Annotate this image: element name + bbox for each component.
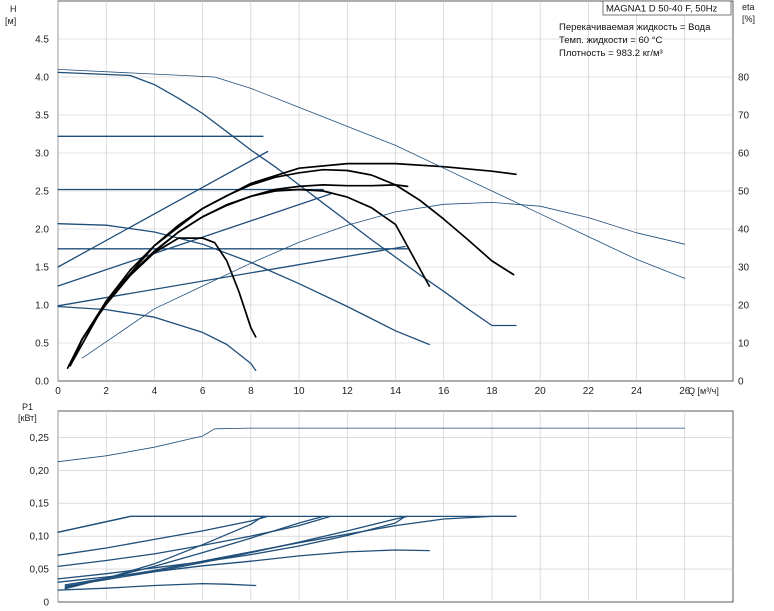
- y-tick-label: 1.5: [35, 263, 49, 274]
- power-y-tick-label: 0,20: [30, 466, 50, 477]
- power-curve-line: [64, 515, 517, 586]
- y-tick-label: 3.0: [35, 149, 49, 160]
- power-curve-line: [57, 515, 406, 580]
- x-tick-label: 12: [342, 386, 354, 397]
- y2-tick-label: 80: [738, 73, 750, 84]
- y-axis-unit-h: [м]: [5, 16, 16, 26]
- x-tick-label: 2: [103, 386, 109, 397]
- x-tick-label: 10: [294, 386, 306, 397]
- y-tick-label: 2.0: [35, 225, 49, 236]
- qh-bold-line: [69, 162, 517, 367]
- y2-tick-label: 10: [738, 339, 750, 350]
- x-tick-label: 24: [631, 386, 643, 397]
- power-y-tick-label: 0,15: [30, 499, 50, 510]
- y2-tick-label: 60: [738, 149, 750, 160]
- x-axis-title-q: Q [м³/ч]: [688, 386, 719, 396]
- power-y-tick-label: 0: [43, 598, 49, 609]
- x-tick-label: 16: [438, 386, 450, 397]
- y2-tick-label: 40: [738, 225, 750, 236]
- qh-curve-line: [57, 193, 332, 287]
- y-axis-unit-eta: [%]: [742, 14, 755, 24]
- power-curve-line: [57, 515, 332, 568]
- x-tick-label: 22: [583, 386, 595, 397]
- y-axis-title-eta: eta: [742, 2, 755, 12]
- x-tick-label: 14: [390, 386, 402, 397]
- x-tick-label: 26: [679, 386, 691, 397]
- power-eff-line: [57, 427, 686, 463]
- power-y-tick-label: 0,05: [30, 565, 50, 576]
- y2-tick-label: 0: [738, 377, 744, 388]
- x-tick-label: 0: [55, 386, 61, 397]
- x-tick-label: 6: [200, 386, 206, 397]
- power-y-tick-label: 0,10: [30, 532, 50, 543]
- power-curve-line: [57, 515, 517, 533]
- info-temperature: Темп. жидкости = 60 °C: [559, 35, 662, 46]
- curves: [57, 69, 686, 591]
- power-curve-line: [57, 515, 269, 556]
- y2-tick-label: 70: [738, 111, 750, 122]
- qh-curve-line: [57, 245, 406, 307]
- x-tick-label: 20: [535, 386, 547, 397]
- y2-tick-label: 20: [738, 301, 750, 312]
- x-tick-label: 4: [152, 386, 158, 397]
- info-density: Плотность = 983.2 кг/м³: [559, 48, 663, 59]
- y-tick-label: 4.0: [35, 73, 49, 84]
- y-tick-label: 3.5: [35, 111, 49, 122]
- qh-curve-line: [57, 223, 430, 346]
- qh-curve-line: [57, 305, 257, 372]
- y-axis-title-p1: P1: [22, 402, 33, 412]
- y-tick-label: 2.5: [35, 187, 49, 198]
- grid: [57, 1, 733, 602]
- y-tick-label: 0.0: [35, 377, 49, 388]
- power-curve-line: [57, 582, 257, 591]
- y2-tick-label: 30: [738, 263, 750, 274]
- power-y-tick-label: 0,25: [30, 433, 50, 444]
- y-tick-label: 4.5: [35, 35, 49, 46]
- y-axis-title-h: H: [10, 4, 17, 14]
- info-fluid: Перекачиваемая жидкость = Вода: [559, 22, 711, 33]
- tick-labels: 0 2 4 6 8 10 12 14 16 18 20 22 24 260.00.51.01.52.02.…: [30, 35, 750, 609]
- y-tick-label: 1.0: [35, 301, 49, 312]
- qh-bold-line: [66, 168, 515, 369]
- title-box: [602, 0, 732, 16]
- qh-curve-line: [57, 150, 269, 268]
- x-tick-label: 8: [248, 386, 254, 397]
- power-curve-line: [64, 515, 409, 587]
- y-tick-label: 0.5: [35, 339, 49, 350]
- qh-eff-line: [81, 201, 686, 359]
- y2-tick-label: 50: [738, 187, 750, 198]
- qh-curve-line: [57, 71, 517, 327]
- y-axis-unit-p1: [кВт]: [18, 413, 37, 423]
- chart-title: MAGNA1 D 50-40 F, 50Hz: [606, 4, 718, 15]
- qh-bold-line: [74, 237, 257, 357]
- x-tick-label: 18: [486, 386, 498, 397]
- qh-eff-line: [57, 69, 686, 279]
